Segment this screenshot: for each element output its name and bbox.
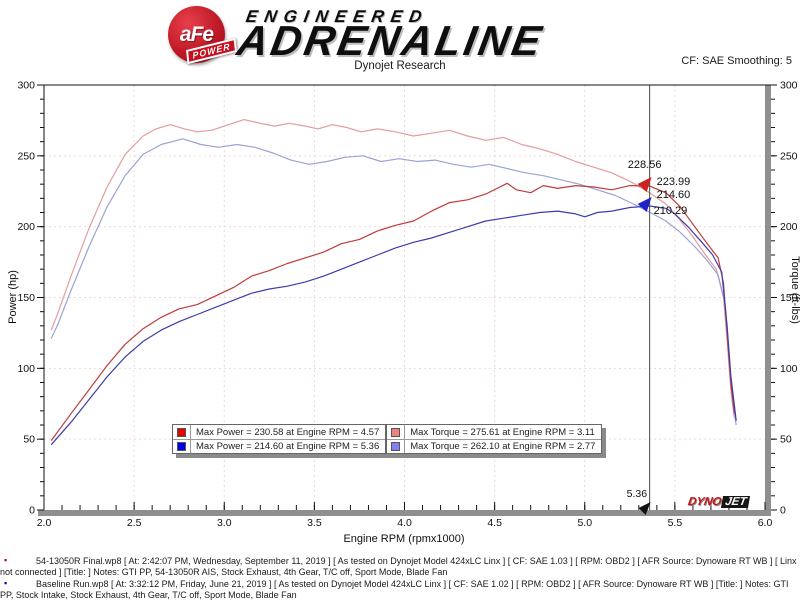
adrenaline-text: ADRENALINE <box>233 17 548 64</box>
run-info-footer: ▪ 54-13050R Final.wp8 [ At: 2:42:07 PM, … <box>0 555 798 600</box>
gridlines <box>44 85 765 510</box>
svg-text:300: 300 <box>17 80 35 92</box>
correction-factor-info: CF: SAE Smoothing: 5 <box>681 55 792 67</box>
dynojet-logo: DYNO JET <box>687 495 751 509</box>
legend-swatch-torque-final <box>391 427 401 437</box>
dynojet-research-subtitle: Dynojet Research <box>354 60 446 72</box>
svg-text:50: 50 <box>780 434 792 446</box>
svg-text:3.0: 3.0 <box>217 517 232 529</box>
run-text: Baseline Run.wp8 [ At: 3:32:12 PM, Frida… <box>0 579 789 600</box>
header: aFe POWER ENGINEERED ADRENALINE Dynojet … <box>0 0 800 78</box>
svg-text:300: 300 <box>780 80 798 92</box>
curve-final-power <box>50 182 735 441</box>
legend-row-power-final: Max Power = 230.58 at Engine RPM = 4.57 <box>173 425 385 439</box>
svg-text:4.0: 4.0 <box>397 517 412 529</box>
x-axis-label: Engine RPM (rpmx1000) <box>343 533 464 545</box>
legend-row-torque-final: Max Torque = 275.61 at Engine RPM = 3.11 <box>387 425 601 439</box>
curve-final-torque <box>50 118 735 418</box>
legend-row-torque-baseline: Max Torque = 262.10 at Engine RPM = 2.77 <box>387 439 602 453</box>
svg-text:250: 250 <box>17 150 35 162</box>
legend-label: Max Torque = 262.10 at Engine RPM = 2.77 <box>410 441 596 452</box>
svg-text:5.0: 5.0 <box>577 517 592 529</box>
legend-label: Max Torque = 275.61 at Engine RPM = 3.11 <box>410 426 595 438</box>
run-text: 54-13050R Final.wp8 [ At: 2:42:07 PM, We… <box>0 556 797 577</box>
legend-label: Max Power = 230.58 at Engine RPM = 4.57 <box>196 426 380 438</box>
legend: Max Power = 230.58 at Engine RPM = 4.57 … <box>172 424 603 454</box>
svg-text:250: 250 <box>780 150 798 162</box>
curve-baseline-power <box>50 205 737 446</box>
cursor-value-label: 210.29 <box>654 205 688 217</box>
svg-text:2.5: 2.5 <box>127 517 142 529</box>
dynojet-logo-dyno: DYNO <box>686 496 723 508</box>
legend-swatch-power-final <box>177 427 186 437</box>
svg-text:200: 200 <box>780 221 798 233</box>
svg-text:150: 150 <box>17 292 35 304</box>
legend-swatch-power-baseline <box>177 442 186 451</box>
svg-text:3.5: 3.5 <box>307 517 322 529</box>
svg-text:200: 200 <box>17 221 35 233</box>
svg-text:150: 150 <box>780 292 798 304</box>
legend-torque-box: Max Torque = 275.61 at Engine RPM = 3.11… <box>386 424 603 454</box>
run-info-final: ▪ 54-13050R Final.wp8 [ At: 2:42:07 PM, … <box>0 555 798 578</box>
curve-baseline-torque <box>50 138 737 426</box>
svg-text:100: 100 <box>780 363 798 375</box>
legend-power-box: Max Power = 230.58 at Engine RPM = 4.57 … <box>172 424 387 454</box>
y-axis-label-power: Power (hp) <box>7 270 19 324</box>
run-bullet-final: ▪ <box>4 555 8 565</box>
dynojet-logo-jet: JET <box>721 496 751 508</box>
run-info-baseline: ▪ Baseline Run.wp8 [ At: 3:32:12 PM, Fri… <box>0 578 798 600</box>
cursor-value-label: 228.56 <box>628 159 662 171</box>
svg-text:5.36: 5.36 <box>627 488 648 500</box>
legend-label: Max Power = 214.60 at Engine RPM = 5.36 <box>196 441 380 452</box>
svg-text:6.0: 6.0 <box>758 517 773 529</box>
y-axis-label-torque: Torque (ft-lbs) <box>789 256 800 324</box>
svg-text:0: 0 <box>780 505 786 517</box>
cursor-value-label: 223.99 <box>657 176 691 188</box>
axes: 2.0 2.5 3.0 3.5 4.0 4.5 5.0 5.5 6.0 0 0 50 50 100 100 1… <box>17 80 797 530</box>
svg-text:50: 50 <box>23 434 35 446</box>
run-bullet-baseline: ▪ <box>4 578 8 588</box>
legend-row-power-baseline: Max Power = 214.60 at Engine RPM = 5.36 <box>173 439 386 453</box>
cursor-value-label: 214.60 <box>657 189 691 201</box>
legend-swatch-torque-baseline <box>391 442 401 451</box>
svg-text:100: 100 <box>17 363 35 375</box>
svg-text:5.5: 5.5 <box>668 517 683 529</box>
dyno-plot-svg: 2.0 2.5 3.0 3.5 4.0 4.5 5.0 5.5 6.0 0 0 50 50 100 100 1… <box>7 80 800 546</box>
svg-text:0: 0 <box>29 505 35 517</box>
svg-text:2.0: 2.0 <box>37 517 52 529</box>
chart-area: 2.0 2.5 3.0 3.5 4.0 4.5 5.0 5.5 6.0 0 0 50 50 100 100 1… <box>0 78 800 556</box>
curves <box>50 118 737 446</box>
afe-logo-text: aFe <box>179 22 214 46</box>
svg-text:4.5: 4.5 <box>487 517 502 529</box>
